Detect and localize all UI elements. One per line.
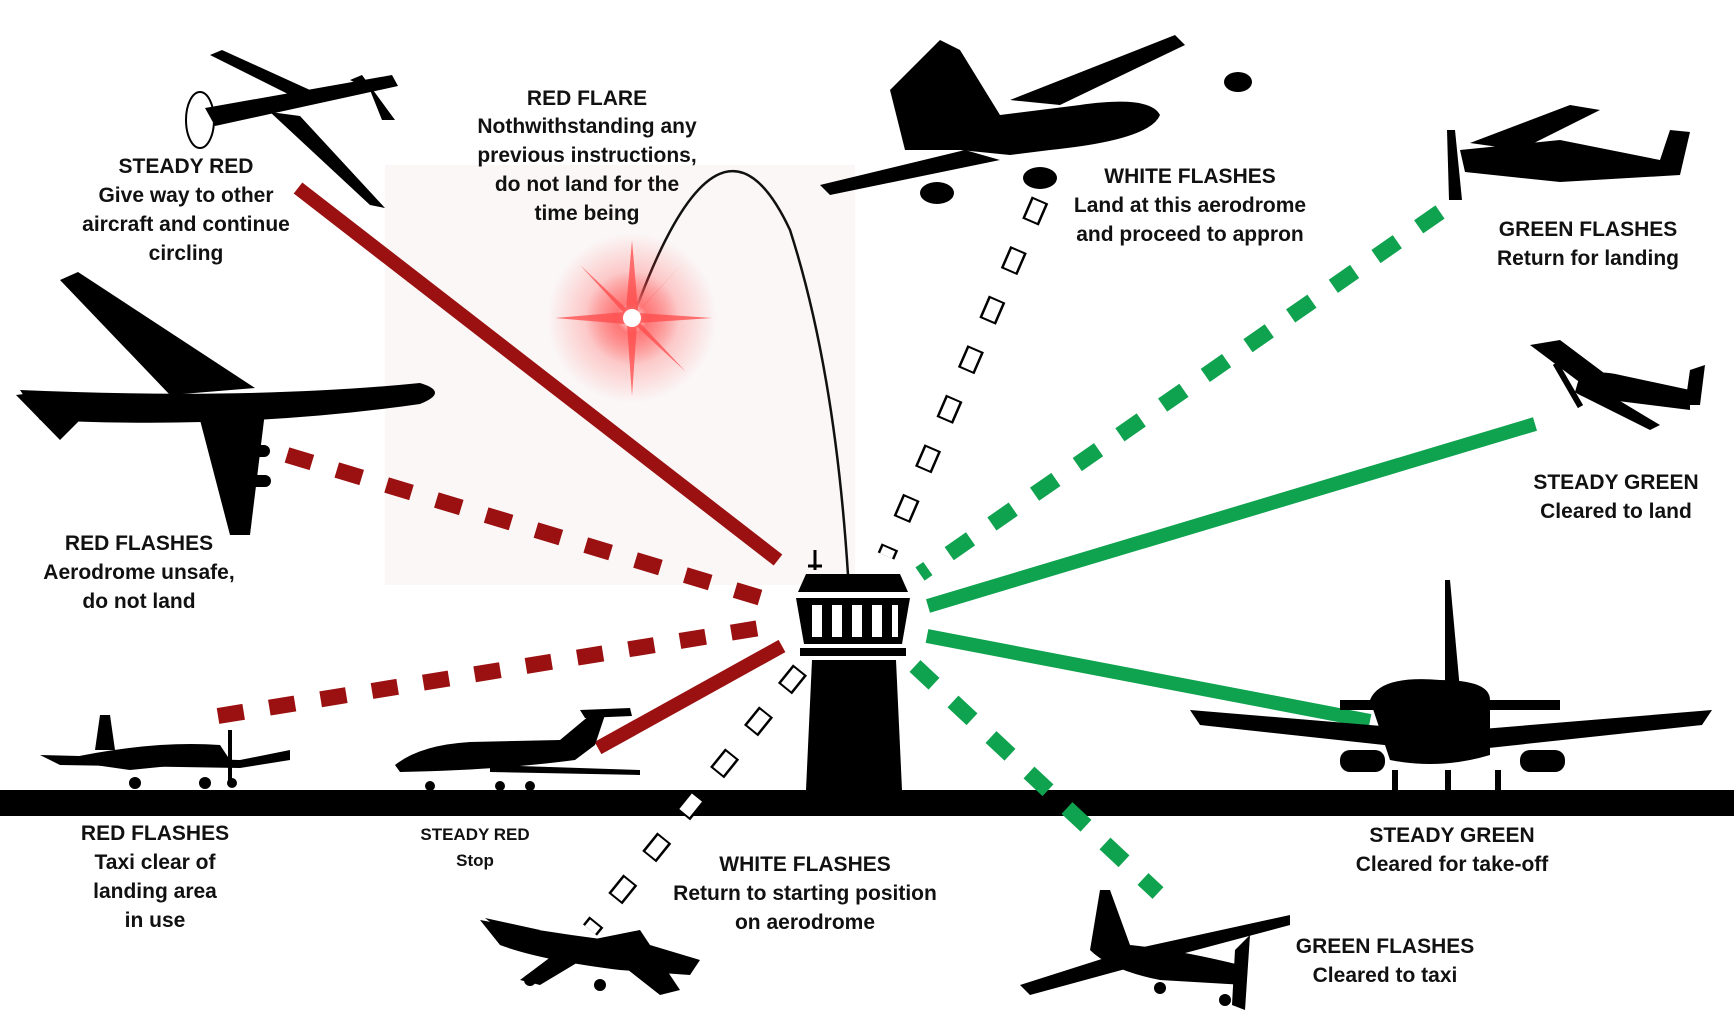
white-flashes-air-title: WHITE FLASHES <box>1104 165 1276 188</box>
label-green-flashes-air: GREEN FLASHES Return for landing <box>1497 218 1679 270</box>
steady-red-air-line-2: aircraft and continue <box>82 213 290 236</box>
aircraft-highwing-returning-icon <box>1447 105 1690 200</box>
white-flashes-ground-line-1: Return to starting position <box>673 882 937 905</box>
red-flare-line-4: time being <box>534 202 639 225</box>
white-flashes-air-line-2: and proceed to appron <box>1076 223 1304 246</box>
ground-strip <box>0 790 1734 816</box>
label-white-flashes-air: WHITE FLASHES Land at this aerodrome and… <box>1074 165 1306 246</box>
green-flashes-ground-beam <box>909 660 1164 899</box>
aircraft-turboprop-circling-icon <box>185 50 398 208</box>
label-steady-red-ground: STEADY RED Stop <box>420 825 529 870</box>
steady-green-air-title: STEADY GREEN <box>1533 471 1698 494</box>
control-tower-icon <box>796 550 910 790</box>
red-flashes-ground-line-1: Taxi clear of <box>95 851 217 874</box>
steady-green-ground-title: STEADY GREEN <box>1369 824 1534 847</box>
white-flashes-ground-beam-inner <box>584 665 806 935</box>
flare-trajectory <box>633 170 850 576</box>
white-flashes-air-beam-inner <box>880 197 1046 559</box>
red-signal-lines <box>216 182 786 755</box>
red-flashes-ground-line-3: in use <box>125 909 186 932</box>
label-steady-red-air: STEADY RED Give way to other aircraft an… <box>82 155 290 265</box>
green-flashes-air-title: GREEN FLASHES <box>1499 218 1678 241</box>
label-red-flashes-air: RED FLASHES Aerodrome unsafe, do not lan… <box>43 532 234 613</box>
white-flashes-ground-line-2: on aerodrome <box>735 911 875 934</box>
aircraft-highwing-taxi-icon <box>1020 890 1290 1010</box>
steady-green-ground-line-1: Cleared for take-off <box>1356 853 1550 876</box>
green-flashes-ground-line-1: Cleared to taxi <box>1313 964 1458 987</box>
label-green-flashes-ground: GREEN FLASHES Cleared to taxi <box>1296 935 1475 987</box>
steady-red-ground-beam <box>594 639 786 755</box>
red-flashes-ground-beam <box>216 617 780 724</box>
label-white-flashes-ground: WHITE FLASHES Return to starting positio… <box>673 853 937 934</box>
aircraft-jet-landing-icon <box>820 35 1252 204</box>
green-flashes-ground-title: GREEN FLASHES <box>1296 935 1475 958</box>
aircraft-aerobatic-landing-icon <box>1530 340 1705 430</box>
steady-red-ground-title: STEADY RED <box>420 825 529 844</box>
aircraft-lowwing-returning-icon <box>480 918 700 995</box>
red-flashes-air-line-2: do not land <box>82 590 195 613</box>
label-steady-green-ground: STEADY GREEN Cleared for take-off <box>1356 824 1550 876</box>
red-flashes-air-beam <box>284 447 781 611</box>
steady-red-air-line-1: Give way to other <box>98 184 273 207</box>
red-flare-core <box>623 309 641 327</box>
red-flare-line-1: Nothwithstanding any <box>477 115 697 138</box>
label-steady-green-air: STEADY GREEN Cleared to land <box>1533 471 1698 523</box>
white-flashes-air-line-1: Land at this aerodrome <box>1074 194 1306 217</box>
white-signal-lines <box>582 196 1049 936</box>
label-red-flare: RED FLARE Nothwithstanding any previous … <box>477 87 697 225</box>
steady-red-air-beam <box>293 182 783 566</box>
red-flashes-air-title: RED FLASHES <box>65 532 213 555</box>
aircraft-jet-takeoff-icon <box>1190 580 1712 790</box>
aircraft-turboprop-taxi-icon <box>40 715 290 789</box>
green-flashes-air-beam <box>915 205 1445 581</box>
white-flashes-ground-title: WHITE FLASHES <box>719 853 891 876</box>
red-flashes-ground-line-2: landing area <box>93 880 217 903</box>
red-flashes-ground-title: RED FLASHES <box>81 822 229 845</box>
red-flare-line-2: previous instructions, <box>477 144 696 167</box>
steady-green-ground-beam <box>925 629 1372 728</box>
steady-red-ground-line-1: Stop <box>456 851 494 870</box>
red-flare-line-3: do not land for the <box>495 173 679 196</box>
green-flashes-air-line-1: Return for landing <box>1497 247 1679 270</box>
steady-red-air-title: STEADY RED <box>119 155 254 178</box>
steady-green-air-line-1: Cleared to land <box>1540 500 1692 523</box>
green-signal-lines <box>909 205 1538 899</box>
steady-red-air-line-3: circling <box>149 242 224 265</box>
steady-green-air-beam <box>925 417 1538 613</box>
red-flare-title: RED FLARE <box>527 87 647 110</box>
aircraft-airliner-approaching-icon <box>16 272 435 535</box>
red-flashes-air-line-1: Aerodrome unsafe, <box>43 561 234 584</box>
aircraft-bizjet-stopped-icon <box>395 708 640 791</box>
label-red-flashes-ground: RED FLASHES Taxi clear of landing area i… <box>81 822 229 932</box>
